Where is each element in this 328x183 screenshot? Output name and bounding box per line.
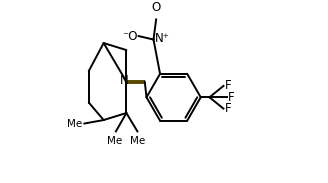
Text: Me: Me bbox=[107, 136, 122, 146]
Text: N: N bbox=[120, 74, 129, 87]
Text: F: F bbox=[228, 91, 235, 104]
Text: Me: Me bbox=[130, 136, 145, 146]
Text: F: F bbox=[225, 102, 232, 115]
Text: Me: Me bbox=[67, 119, 82, 129]
Text: F: F bbox=[225, 79, 232, 92]
Text: N⁺: N⁺ bbox=[155, 32, 170, 45]
Text: ⁻O: ⁻O bbox=[122, 30, 137, 43]
Text: O: O bbox=[152, 1, 161, 14]
